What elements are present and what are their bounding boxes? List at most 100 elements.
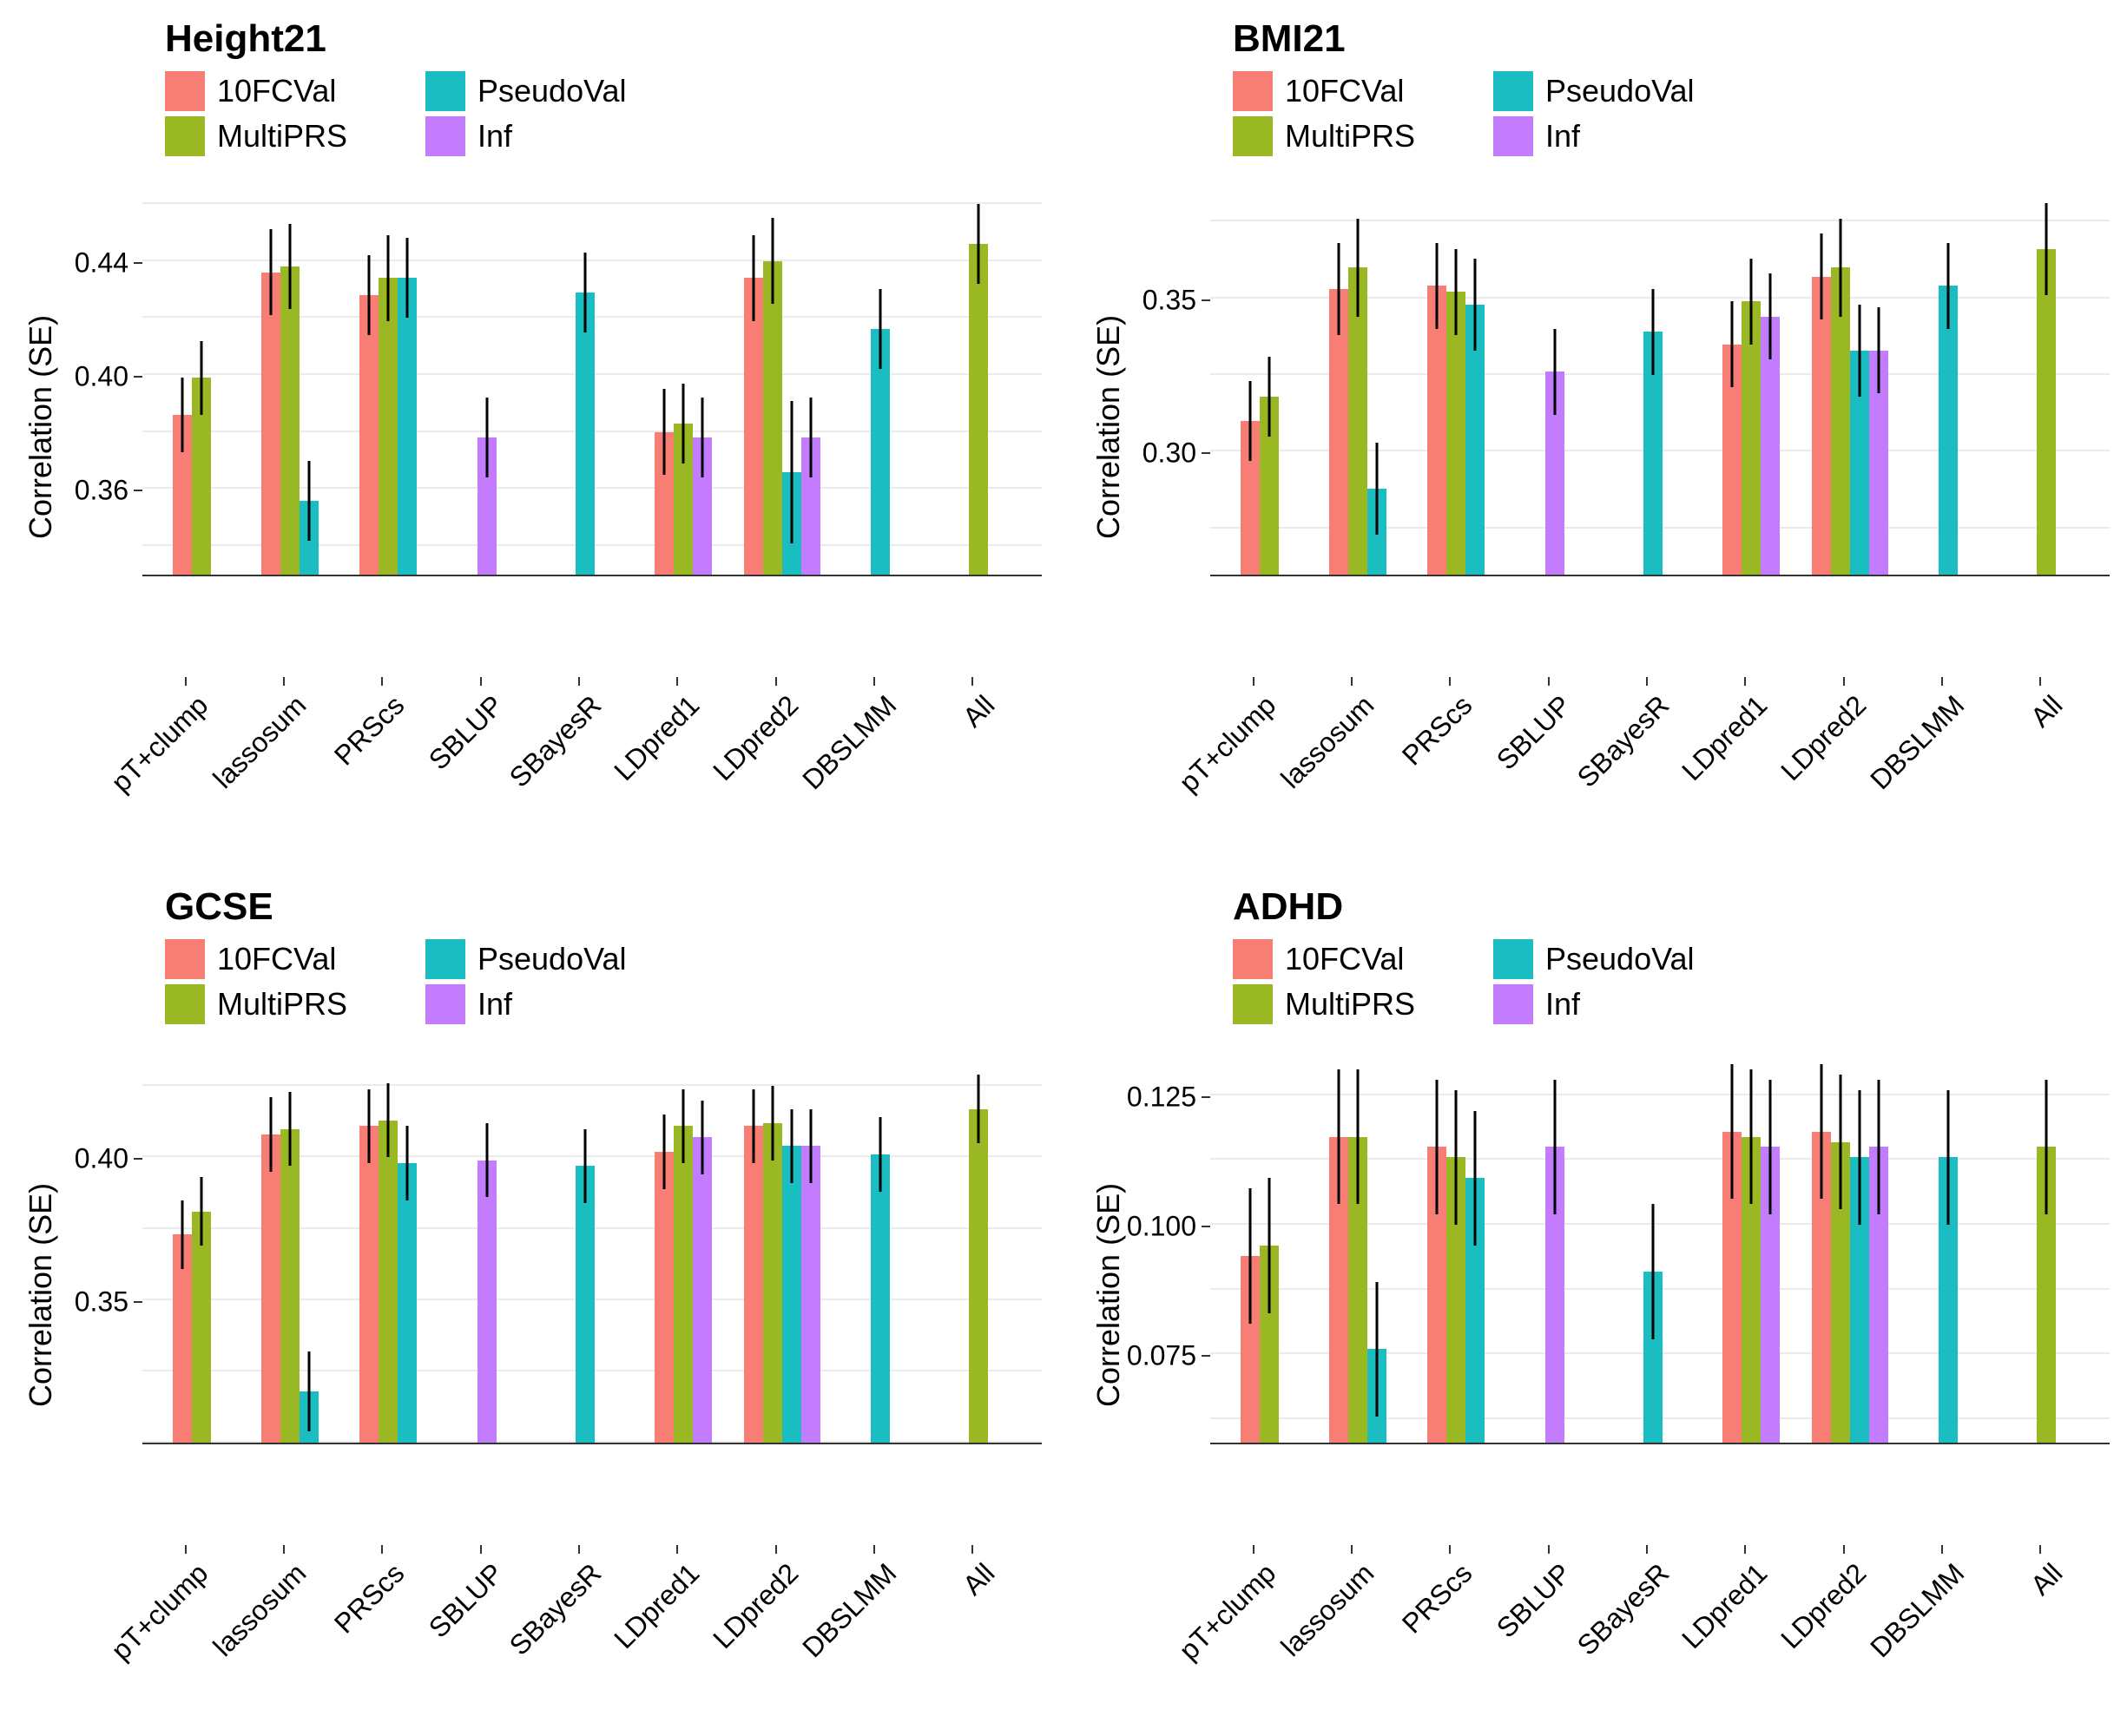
x-axis-wrap: pT+clumplassosumPRScsSBLUPSBayesRLDpred1… [17, 677, 1042, 851]
bar [1761, 317, 1780, 575]
bar-group [339, 1121, 438, 1443]
y-axis-label: Correlation (SE) [1085, 1045, 1127, 1545]
error-bar [1651, 1204, 1654, 1338]
error-bar [771, 1086, 774, 1160]
legend-swatch [1233, 116, 1273, 156]
error-bar [1474, 1111, 1477, 1246]
y-axis-label: Correlation (SE) [1085, 177, 1127, 677]
bar [398, 278, 417, 575]
x-tick-mark [1941, 1545, 1943, 1554]
x-tick-mark [185, 677, 187, 686]
x-tick-mark [2039, 1545, 2041, 1554]
x-tick-mark [381, 677, 383, 686]
error-bar [701, 1101, 704, 1174]
bar-group [1998, 249, 2096, 575]
error-bar [1858, 305, 1860, 397]
x-axis: pT+clumplassosumPRScsSBLUPSBayesRLDpred1… [135, 1545, 1021, 1719]
x-tick-label: lassosum [207, 689, 313, 795]
bar [1722, 345, 1742, 575]
legend-item: MultiPRS [165, 984, 425, 1024]
error-bar [1337, 243, 1340, 335]
legend-label: PseudoVal [1545, 73, 1694, 109]
y-tick-mark [1202, 1226, 1210, 1227]
y-tick-mark [134, 262, 142, 264]
y-tick-mark [1202, 299, 1210, 301]
x-tick-mark [1449, 677, 1451, 686]
x-tick-mark [676, 1545, 678, 1554]
bar [1545, 372, 1564, 575]
bar [1643, 1272, 1663, 1443]
legend-label: 10FCVal [217, 941, 336, 977]
legend-item: Inf [1493, 116, 1754, 156]
error-bar [1820, 233, 1822, 319]
y-tick-label: 0.36 [75, 475, 128, 507]
error-bar [387, 235, 390, 321]
error-bar [307, 461, 310, 541]
x-tick-label: LDpred1 [1676, 1557, 1775, 1655]
x-tick-label: SBayesR [504, 689, 608, 793]
bar [969, 244, 988, 575]
bar [1260, 1246, 1279, 1443]
bar-group [930, 1109, 1028, 1443]
bar-group [1308, 1137, 1406, 1443]
y-tick-mark [134, 1301, 142, 1303]
legend-swatch [1493, 984, 1533, 1024]
error-bar [752, 235, 754, 321]
x-axis: pT+clumplassosumPRScsSBLUPSBayesRLDpred1… [1203, 1545, 2089, 1719]
bar [1939, 1157, 1958, 1443]
x-tick-mark [775, 677, 777, 686]
error-bar [1375, 443, 1378, 535]
panel-b21: BMI2110FCValPseudoValMultiPRSInfCorrelat… [1085, 17, 2110, 851]
error-bar [1356, 1069, 1359, 1204]
y-tick-label: 0.35 [75, 1286, 128, 1318]
error-bar [978, 204, 980, 284]
bar [280, 266, 300, 575]
error-bar [387, 1083, 390, 1157]
bar-group [1308, 267, 1406, 575]
bar-group [635, 1126, 733, 1443]
bar [801, 437, 820, 575]
bar-group [1603, 1272, 1702, 1443]
error-bar [200, 341, 202, 415]
panel-title: ADHD [1233, 885, 2110, 929]
error-bar [1553, 329, 1556, 415]
bar [1722, 1132, 1742, 1443]
legend-label: 10FCVal [1285, 941, 1404, 977]
bar-group [1702, 301, 1801, 575]
y-axis: 0.360.400.44 [59, 177, 142, 576]
error-bar [485, 398, 488, 477]
x-tick-mark [1253, 677, 1254, 686]
error-bar [682, 384, 685, 464]
error-bar [2045, 1080, 2048, 1214]
legend-label: MultiPRS [217, 118, 347, 155]
y-tick-mark [1202, 452, 1210, 454]
x-tick-label: SBLUP [422, 689, 509, 776]
bar [1348, 1137, 1367, 1443]
bar-group [635, 424, 733, 575]
x-tick-label: LDpred2 [1775, 1557, 1873, 1655]
y-tick-label: 0.40 [75, 1143, 128, 1175]
panel-adhd: ADHD10FCValPseudoValMultiPRSInfCorrelati… [1085, 885, 2110, 1719]
chart-grid: Height2110FCValPseudoValMultiPRSInfCorre… [17, 17, 2110, 1719]
error-bar [1750, 1069, 1753, 1204]
error-bar [1750, 259, 1753, 345]
legend-item: 10FCVal [165, 71, 425, 111]
legend-label: Inf [477, 118, 512, 155]
x-tick-mark [873, 1545, 875, 1554]
error-bar [790, 1109, 793, 1183]
legend-label: Inf [1545, 118, 1580, 155]
x-axis: pT+clumplassosumPRScsSBLUPSBayesRLDpred1… [1203, 677, 2089, 851]
bar-group [1210, 397, 1308, 575]
bar-group [240, 266, 339, 575]
bar-group [831, 329, 929, 575]
bar [693, 1137, 712, 1443]
legend-label: MultiPRS [217, 986, 347, 1023]
legend-label: PseudoVal [1545, 941, 1694, 977]
bar [744, 1126, 763, 1443]
bar [1812, 277, 1831, 575]
x-tick-label: DBSLMM [1864, 1557, 1971, 1664]
legend-label: PseudoVal [477, 73, 626, 109]
x-tick-mark [1843, 677, 1845, 686]
y-tick-label: 0.44 [75, 247, 128, 279]
legend-swatch [165, 116, 205, 156]
